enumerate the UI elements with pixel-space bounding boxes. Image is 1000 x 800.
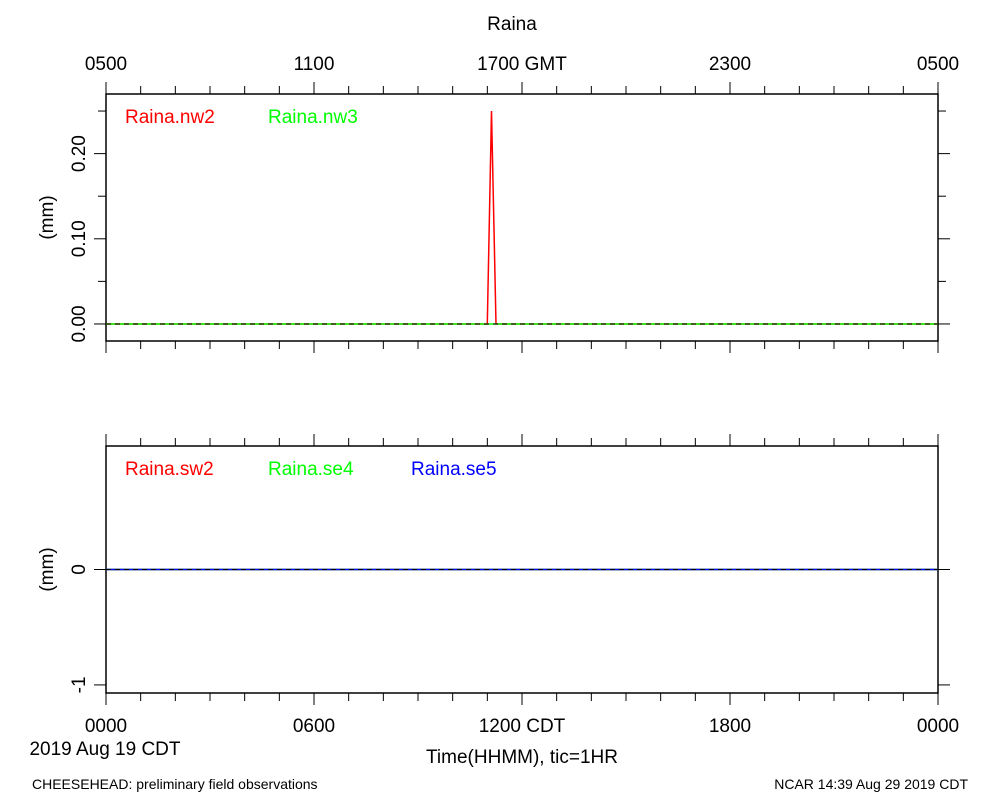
plot-frame <box>105 93 939 342</box>
footer-left: CHEESEHEAD: preliminary field observatio… <box>32 776 318 792</box>
y-tick-label: 0.10 <box>69 220 90 257</box>
chart-title: Raina <box>487 14 537 35</box>
bottom-axis-tick-label: 1200 CDT <box>479 716 566 737</box>
top-axis-tick-labels: 0500 1100 1700 GMT 2300 0500 <box>85 54 959 75</box>
bottom-axis-tick-label: 0000 <box>917 716 959 737</box>
y-axis-label: (mm) <box>37 547 58 591</box>
date-label: 2019 Aug 19 CDT <box>29 739 180 760</box>
y-tick-label: 0.20 <box>69 135 90 172</box>
legend-entry: Raina.sw2 <box>125 459 214 480</box>
y-axis-label: (mm) <box>37 195 58 239</box>
bottom-axis-tick-label: 0000 <box>85 716 127 737</box>
legend-entry: Raina.nw2 <box>125 107 215 128</box>
bottom-axis-tick-label: 1800 <box>709 716 751 737</box>
bottom-axis-tick-labels: 0000 0600 1200 CDT 1800 0000 <box>85 716 959 737</box>
top-axis-tick-label: 0500 <box>85 54 127 75</box>
panel-top: 0.00 0.10 0.20 (mm) Raina.nw2 Raina.nw3 <box>37 82 950 353</box>
panel-bottom: -1 0 (mm) Raina.sw2 Raina.se4 Raina.se5 <box>37 434 950 705</box>
legend-entry: Raina.se4 <box>268 459 354 480</box>
x-axis-label: Time(HHMM), tic=1HR <box>426 747 618 768</box>
y-tick-label: 0.00 <box>69 305 90 342</box>
y-tick-label: 0 <box>69 564 90 575</box>
y-tick-label: -1 <box>69 676 90 693</box>
top-axis-tick-label: 0500 <box>917 54 959 75</box>
legend-entry: Raina.nw3 <box>268 107 358 128</box>
top-axis-tick-label: 2300 <box>709 54 751 75</box>
top-axis-tick-label: 1700 GMT <box>477 54 567 75</box>
bottom-axis-tick-label: 0600 <box>293 716 335 737</box>
legend-entry: Raina.se5 <box>411 459 497 480</box>
series-line <box>106 110 938 325</box>
footer-right: NCAR 14:39 Aug 29 2019 CDT <box>774 776 968 792</box>
top-axis-tick-label: 1100 <box>294 54 335 75</box>
